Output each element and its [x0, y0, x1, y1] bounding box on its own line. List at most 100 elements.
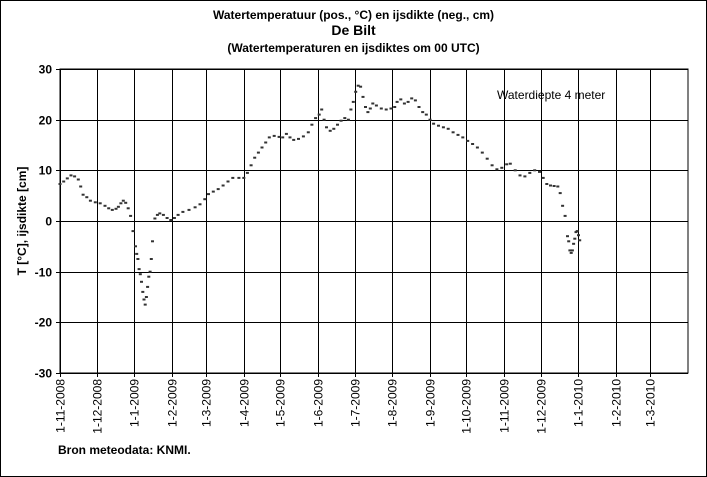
data-point: [354, 90, 358, 93]
data-point: [249, 164, 253, 167]
data-point: [124, 201, 128, 204]
x-tick-label: 1-6-2009: [312, 379, 326, 427]
data-point: [301, 135, 305, 138]
data-point: [231, 176, 235, 179]
data-point: [140, 280, 143, 283]
data-point: [198, 203, 202, 206]
data-point: [79, 185, 83, 188]
data-point: [346, 118, 350, 121]
y-tick-label: 0: [45, 215, 52, 229]
data-point: [134, 245, 137, 248]
data-point: [81, 193, 85, 196]
data-point: [573, 237, 577, 240]
data-point: [103, 204, 107, 207]
x-tick-label: 1-5-2009: [274, 379, 288, 427]
y-axis-ticks: 30 20 10 0 -10 -20 -30: [35, 63, 60, 381]
x-tick-label: 1-11-2008: [54, 379, 68, 433]
data-point: [242, 176, 246, 179]
data-point: [533, 169, 537, 172]
data-point: [336, 123, 339, 126]
data-point: [421, 111, 425, 114]
data-point: [129, 214, 133, 217]
data-point: [98, 202, 102, 205]
data-point: [325, 126, 328, 129]
data-point: [161, 213, 165, 216]
data-point: [148, 270, 152, 273]
data-point: [441, 126, 445, 129]
data-point: [568, 249, 572, 252]
data-point: [58, 183, 62, 185]
data-point: [116, 205, 120, 208]
data-point: [147, 275, 151, 278]
data-point: [297, 137, 300, 140]
data-point: [119, 202, 123, 205]
data-point: [69, 174, 73, 177]
data-point: [575, 230, 579, 233]
x-tick-label: 1-11-2009: [498, 379, 512, 433]
data-point: [351, 100, 355, 103]
data-point: [364, 106, 367, 108]
data-point: [359, 85, 363, 88]
data-point: [384, 108, 388, 111]
data-point: [193, 206, 197, 209]
data-point: [410, 97, 414, 100]
y-tick-label: -20: [35, 316, 53, 330]
data-point: [181, 210, 185, 213]
data-point: [566, 235, 569, 238]
data-point: [518, 174, 522, 177]
data-point: [371, 102, 375, 105]
data-point: [110, 208, 114, 211]
y-tick-label: -10: [35, 266, 53, 280]
x-axis-ticks: 1-11-2008 1-12-2008 1-1-2009 1-2-2009 1-3-20…: [54, 373, 658, 434]
data-point: [62, 180, 66, 183]
data-point: [310, 123, 314, 126]
data-point: [320, 108, 324, 111]
data-point: [399, 98, 403, 101]
data-point: [432, 122, 436, 125]
y-axis-label: T [°C], ijsdikte [cm]: [15, 166, 29, 276]
x-tick-label: 1-10-2009: [460, 379, 474, 434]
x-tick-label: 1-1-2010: [572, 379, 586, 427]
data-point: [437, 124, 440, 127]
data-point: [245, 171, 249, 174]
data-point: [144, 296, 148, 298]
data-point: [211, 190, 215, 193]
depth-annotation: Waterdiepte 4 meter: [497, 88, 605, 102]
data-point: [65, 177, 69, 180]
data-point: [490, 164, 494, 167]
data-point: [187, 208, 191, 211]
x-tick-label: 1-1-2009: [128, 379, 142, 427]
data-point: [374, 104, 378, 107]
data-point: [158, 212, 162, 215]
data-point: [284, 132, 288, 135]
data-point: [155, 213, 159, 216]
data-point: [368, 107, 372, 110]
gridlines: [59, 68, 689, 374]
data-point: [281, 136, 285, 139]
x-tick-label: 1-3-2010: [644, 379, 658, 427]
data-point: [126, 207, 130, 210]
data-point: [572, 242, 576, 245]
y-tick-label: -30: [35, 367, 53, 381]
data-point: [153, 217, 157, 220]
data-point: [513, 169, 517, 172]
data-point: [577, 234, 580, 237]
data-point: [428, 118, 432, 121]
data-point: [216, 188, 220, 191]
data-point: [93, 201, 97, 204]
data-point: [237, 176, 241, 179]
data-point: [505, 163, 509, 166]
data-point: [272, 134, 276, 137]
data-point: [567, 240, 571, 243]
data-point: [356, 84, 360, 87]
data-point: [461, 136, 465, 139]
data-point: [207, 193, 210, 196]
data-point: [508, 162, 512, 165]
data-point: [172, 217, 176, 219]
data-point: [142, 298, 146, 301]
data-point: [402, 102, 406, 105]
data-point: [361, 95, 365, 98]
y-tick-label: 10: [39, 164, 53, 178]
y-tick-label: 30: [39, 63, 53, 77]
data-point: [393, 106, 397, 108]
